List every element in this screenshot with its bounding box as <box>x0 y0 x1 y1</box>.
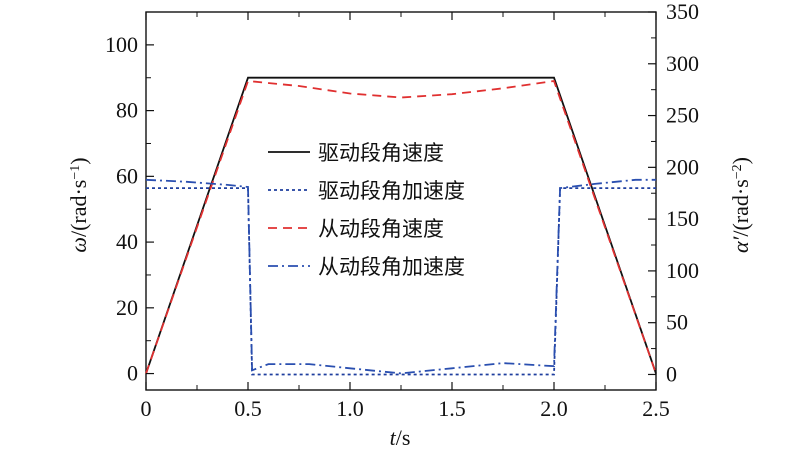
series-line-4 <box>145 178 656 375</box>
y2-tick-label: 0 <box>666 361 677 386</box>
y2-axis-title-var: α′ <box>728 235 753 253</box>
x-tick-label: 2.0 <box>540 396 568 421</box>
y-axis-title-unit: /(rad·s <box>66 180 91 237</box>
x-tick-label: 1.0 <box>336 396 364 421</box>
y-tick-label: 40 <box>116 229 138 254</box>
y2-axis-title-unit: /(rad·s <box>728 179 753 236</box>
series-layer <box>145 76 657 376</box>
y-tick-label: 20 <box>116 295 138 320</box>
y-axis-title-var: ω <box>66 237 91 253</box>
legend-label-1: 驱动段角速度 <box>318 141 444 165</box>
y2-axis-title-exp: −2 <box>730 164 745 179</box>
y2-tick-label: 150 <box>666 206 699 231</box>
y-axis-title: ω/(rad·s−1) <box>66 157 91 252</box>
y-tick-label: 80 <box>116 98 138 123</box>
y2-tick-label: 50 <box>666 310 688 335</box>
y2-axis-title-close: ) <box>728 157 753 164</box>
y2-axis-title: α′/(rad·s−2) <box>728 157 753 253</box>
y2-tick-label: 200 <box>666 154 699 179</box>
y-axis-title-close: ) <box>66 157 91 164</box>
legend-label-2: 驱动段角加速度 <box>318 179 465 203</box>
y2-tick-label: 350 <box>666 0 699 24</box>
y-tick-label: 60 <box>116 163 138 188</box>
x-axis-title-var: t <box>390 425 397 450</box>
legend-label-3: 从动段角速度 <box>318 217 444 241</box>
series-line-1 <box>145 76 657 374</box>
series-line-3 <box>145 80 657 374</box>
x-axis-title: t/s <box>390 425 411 450</box>
legend-label-4: 从动段角加速度 <box>318 255 465 279</box>
x-tick-label: 2.5 <box>642 396 670 421</box>
y-tick-label: 0 <box>127 361 138 386</box>
y2-tick-label: 250 <box>666 103 699 128</box>
x-axis-title-unit: /s <box>396 425 411 450</box>
x-tick-label: 1.5 <box>438 396 466 421</box>
y2-tick-label: 100 <box>666 258 699 283</box>
ticks-layer: 0 0.5 1.0 1.5 2.0 2.5 0 20 40 60 80 100 0 50 100 150 200… <box>105 0 699 421</box>
x-tick-label: 0.5 <box>234 396 262 421</box>
y-axis-title-exp: −1 <box>68 165 83 180</box>
y2-tick-label: 300 <box>666 51 699 76</box>
x-tick-label: 0 <box>141 396 152 421</box>
y-tick-label: 100 <box>105 32 138 57</box>
